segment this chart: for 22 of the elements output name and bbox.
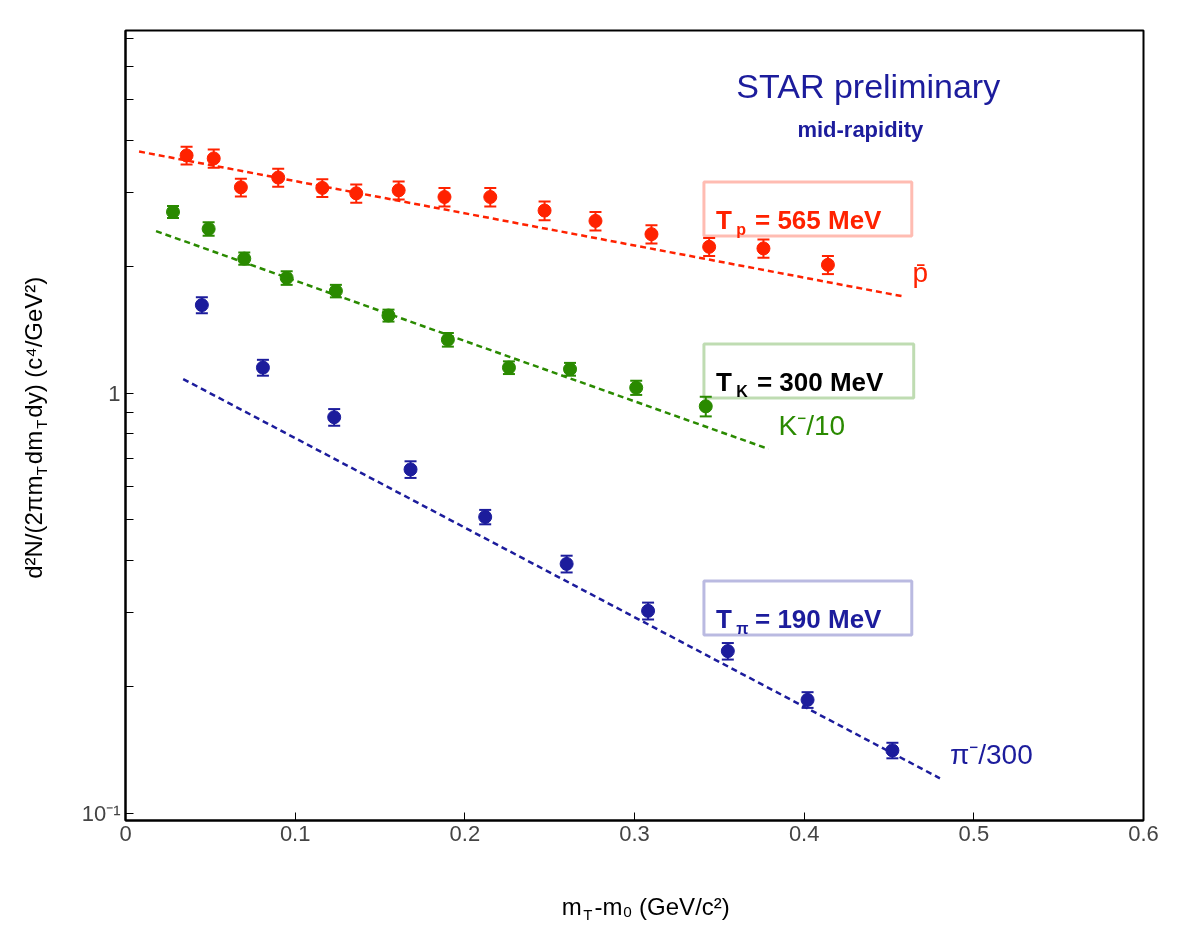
x-tick-label: 0.5 bbox=[958, 820, 990, 846]
series-label: π⁻/300 bbox=[949, 739, 1033, 771]
y-tick-label: 1 bbox=[108, 380, 121, 406]
x-tick-label: 0.2 bbox=[449, 820, 481, 846]
text: K⁻/10 bbox=[778, 409, 846, 441]
x-tick-label: 0.1 bbox=[279, 820, 311, 846]
annotation: STAR preliminary bbox=[736, 66, 1001, 105]
text: p̄ bbox=[912, 257, 929, 289]
point bbox=[820, 257, 835, 272]
y-axis-title: d²N/(2πmTdmTdy) (c⁴/GeV²) bbox=[19, 276, 50, 579]
point bbox=[588, 213, 603, 228]
point bbox=[702, 239, 717, 254]
x-tick-label: 0.4 bbox=[788, 820, 820, 846]
x-tick-label: 0.6 bbox=[1128, 820, 1159, 846]
point bbox=[437, 190, 452, 204]
x-tick-label: 0.3 bbox=[619, 820, 650, 846]
x-tick-label: 0 bbox=[119, 820, 132, 846]
annotation: mid-rapidity bbox=[797, 116, 925, 142]
point bbox=[698, 399, 713, 414]
y-tick-label: 10⁻¹ bbox=[81, 800, 121, 826]
point bbox=[483, 190, 498, 204]
point bbox=[537, 203, 552, 218]
